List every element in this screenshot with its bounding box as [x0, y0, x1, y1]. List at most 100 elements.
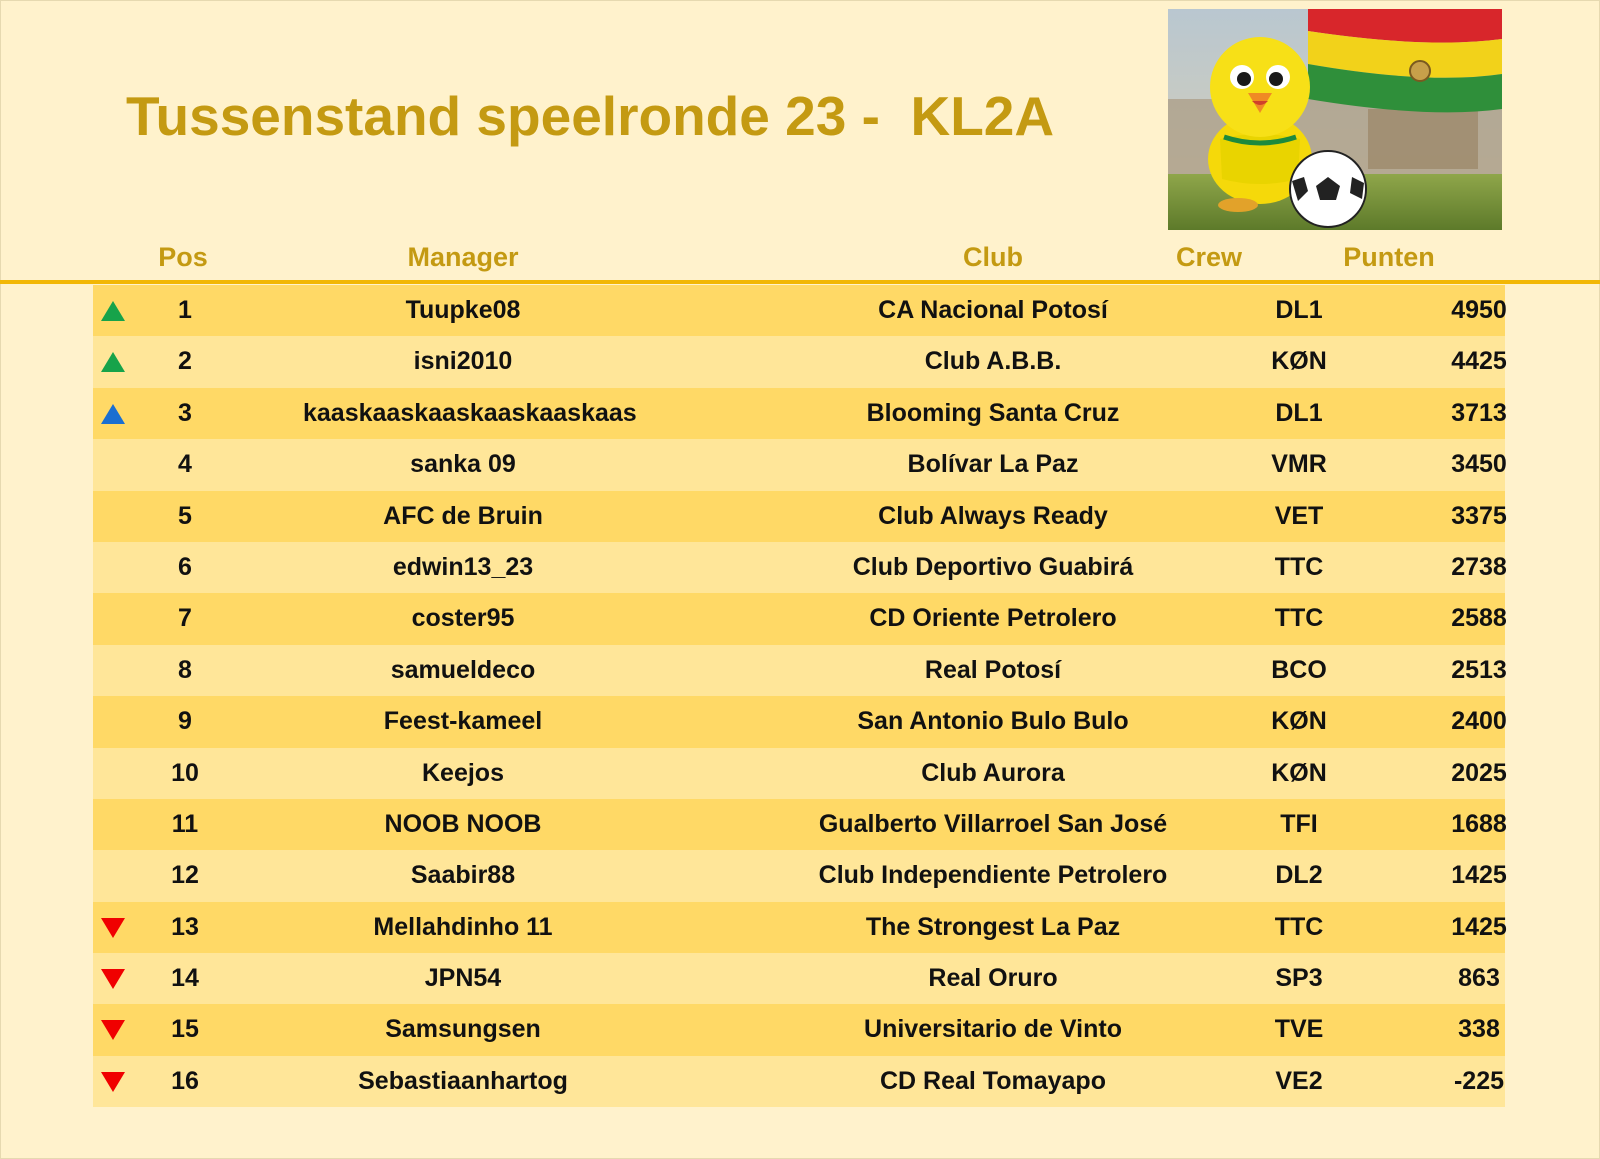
points-cell: -225 — [1453, 1066, 1505, 1095]
table-row: 11 NOOB NOOB Gualberto Villarroel San José… — [93, 798, 1507, 851]
crew-cell: KØN — [1271, 707, 1327, 736]
header-divider — [0, 280, 1600, 284]
club-cell: Club Independiente Petrolero — [818, 861, 1168, 890]
trend-down-icon — [101, 1071, 125, 1092]
trend-cell — [93, 748, 133, 799]
points-cell: 2400 — [1451, 707, 1507, 736]
club-cell: Real Potosí — [924, 655, 1062, 684]
club-cell: Real Oruro — [928, 964, 1058, 993]
crew-cell: TTC — [1274, 552, 1324, 581]
club-cell: Universitario de Vinto — [864, 1015, 1122, 1044]
trend-cell — [93, 542, 133, 593]
points-cell: 1425 — [1451, 861, 1507, 890]
mascot-illustration — [1168, 9, 1502, 230]
crew-cell: TTC — [1274, 912, 1324, 941]
trend-cell — [93, 388, 133, 439]
points-cell: 1425 — [1451, 912, 1507, 941]
table-row: 14 JPN54 Real Oruro SP3 863 — [93, 953, 1505, 1005]
column-header-club: Club — [963, 242, 1023, 272]
crew-cell: DL1 — [1275, 398, 1323, 427]
table-row: 8 samueldeco Real Potosí BCO 2513 — [93, 644, 1507, 697]
position-cell: 9 — [178, 707, 192, 736]
trend-down-icon — [101, 969, 125, 990]
manager-cell: NOOB NOOB — [384, 809, 542, 838]
position-cell: 2 — [178, 347, 192, 376]
column-header-manager: Manager — [407, 242, 519, 272]
manager-cell: Tuupke08 — [405, 296, 521, 324]
table-row: 1 Tuupke08 CA Nacional Potosí DL1 4950 — [93, 285, 1507, 337]
position-cell: 1 — [178, 296, 192, 324]
crew-cell: VE2 — [1275, 1066, 1323, 1095]
trend-down-icon — [101, 1020, 125, 1041]
manager-cell: Mellahdinho 11 — [373, 912, 553, 941]
crew-cell: SP3 — [1275, 964, 1323, 993]
table-row: 12 Saabir88 Club Independiente Petrolero DL… — [93, 850, 1507, 902]
club-cell: CA Nacional Potosí — [878, 296, 1108, 324]
trend-cell — [93, 799, 133, 850]
crew-cell: BCO — [1271, 655, 1327, 684]
position-cell: 6 — [178, 552, 192, 581]
trend-cell — [93, 439, 133, 490]
crew-cell: VET — [1274, 501, 1324, 530]
column-header-points: Punten — [1343, 242, 1435, 272]
points-cell: 1688 — [1451, 809, 1507, 838]
club-cell: The Strongest La Paz — [865, 912, 1121, 941]
table-row: 10 Keejos Club Aurora KØN 2025 — [93, 747, 1507, 799]
manager-cell: AFC de Bruin — [383, 501, 543, 530]
trend-up-icon — [101, 403, 125, 424]
points-cell: 3450 — [1451, 450, 1507, 479]
points-cell: 4950 — [1451, 296, 1507, 324]
club-cell: San Antonio Bulo Bulo — [857, 707, 1129, 736]
trend-cell — [93, 1056, 133, 1107]
table-row: 15 Samsungsen Universitario de Vinto TVE 338 — [93, 1004, 1505, 1056]
manager-cell: kaaskaaskaaskaaskaaskaas — [303, 398, 637, 427]
manager-cell: samueldeco — [390, 655, 536, 684]
crew-cell: TTC — [1274, 604, 1324, 633]
manager-cell: isni2010 — [413, 347, 513, 376]
club-cell: Club Aurora — [921, 758, 1065, 787]
table-header: Pos Manager Club Crew Punten — [0, 236, 1600, 282]
points-cell: 4425 — [1451, 347, 1507, 376]
points-cell: 2588 — [1451, 604, 1507, 633]
table-row: 4 sanka 09 Bolívar La Paz VMR 3450 — [93, 439, 1507, 491]
position-cell: 13 — [171, 912, 199, 941]
table-row: 2 isni2010 Club A.B.B. KØN 4425 — [93, 336, 1507, 388]
trend-cell — [93, 850, 133, 901]
trend-cell — [93, 285, 133, 336]
crew-cell: KØN — [1271, 347, 1327, 376]
standings-table: 1 Tuupke08 CA Nacional Potosí DL1 4950 2 isni2… — [93, 285, 1507, 1108]
trend-cell — [93, 336, 133, 387]
points-cell: 863 — [1458, 964, 1500, 993]
position-cell: 3 — [178, 398, 192, 427]
position-cell: 14 — [171, 964, 199, 993]
position-cell: 12 — [171, 861, 199, 890]
manager-cell: coster95 — [411, 604, 515, 633]
trend-down-icon — [101, 917, 125, 938]
crew-cell: VMR — [1271, 450, 1327, 479]
table-row: 6 edwin13_23 Club Deportivo Guabirá TTC 2738 — [93, 541, 1507, 594]
club-cell: Club A.B.B. — [924, 347, 1062, 376]
points-cell: 2738 — [1451, 552, 1507, 581]
position-cell: 4 — [178, 450, 192, 479]
trend-cell — [93, 491, 133, 542]
trend-cell — [93, 645, 133, 696]
trend-cell — [93, 902, 133, 953]
trend-cell — [93, 1004, 133, 1055]
table-row: 7 coster95 CD Oriente Petrolero TTC 2588 — [93, 593, 1507, 645]
crew-cell: DL1 — [1275, 296, 1323, 324]
club-cell: Club Always Ready — [878, 501, 1108, 530]
manager-cell: sanka 09 — [410, 450, 516, 479]
manager-cell: JPN54 — [424, 964, 502, 993]
crew-cell: TFI — [1280, 809, 1318, 838]
points-cell: 3713 — [1451, 398, 1507, 427]
manager-cell: Sebastiaanhartog — [358, 1066, 568, 1095]
crew-cell: KØN — [1271, 758, 1327, 787]
canary-mascot-icon — [1168, 9, 1502, 230]
position-cell: 7 — [178, 604, 192, 633]
table-row: 3 kaaskaaskaaskaaskaaskaas Blooming Santa … — [93, 387, 1507, 440]
position-cell: 16 — [171, 1066, 199, 1095]
club-cell: Bolívar La Paz — [907, 450, 1079, 479]
position-cell: 15 — [171, 1015, 199, 1044]
column-header-crew: Crew — [1175, 242, 1243, 272]
column-header-pos: Pos — [158, 242, 208, 272]
